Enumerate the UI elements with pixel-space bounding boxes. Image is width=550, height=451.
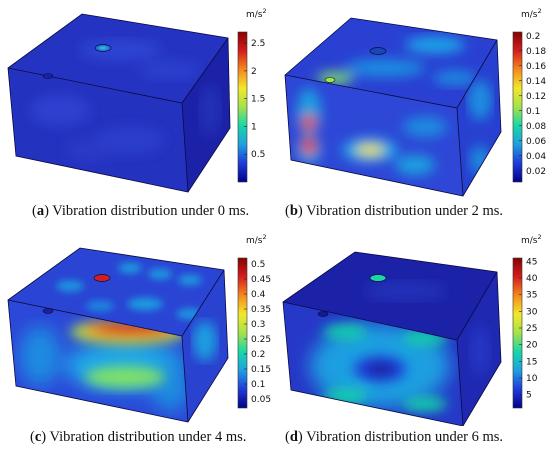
colorbar-tick-label: 0.2 (526, 32, 540, 42)
panel-a-top-port (94, 44, 112, 52)
panel-a-colorbar: m/s2 2.5 2 1.5 1 0.5 (237, 7, 267, 183)
colorbar-tick-label: 0.1 (251, 380, 265, 390)
colorbar-tick-label: 0.5 (251, 260, 265, 270)
panel-b: m/s2 0.2 0.18 0.16 0.14 0.12 0.1 0.08 0.06 0.04 0.… (275, 0, 550, 226)
colorbar-tick-label: 0.05 (251, 395, 271, 405)
colorbar-tick-label: 35 (526, 291, 537, 301)
colorbar-tick-label: 0.12 (526, 92, 546, 102)
colorbar-unit-label: m/s2 (246, 7, 267, 20)
panel-c-top-port (93, 274, 111, 282)
colorbar-gradient (512, 257, 523, 409)
panel-c: m/s2 0.5 0.45 0.4 0.35 0.3 0.25 0.2 0.15 0.1 0.05 … (0, 226, 275, 451)
panel-c-side-port (42, 308, 54, 314)
panel-b-caption: (b) Vibration distribution under 2 ms. (285, 203, 504, 219)
panel-d: m/s2 45 40 35 30 25 20 15 10 5 (d) Vibration dist… (275, 226, 550, 451)
colorbar-tick-label: 45 (526, 257, 537, 267)
panel-c-caption: (c) Vibration distribution under 4 ms. (30, 429, 247, 445)
panel-c-box (7, 247, 229, 423)
panel-d-top-port (369, 274, 387, 282)
colorbar-tick-label: 0.02 (526, 167, 546, 177)
panel-a: m/s2 2.5 2 1.5 1 0.5 (a) Vibration distributi… (0, 0, 275, 226)
panel-c-colorbar: m/s2 0.5 0.45 0.4 0.35 0.3 0.25 0.2 0.15 0.1 0.05 (237, 233, 271, 409)
colorbar-tick-label: 20 (526, 341, 538, 351)
panel-d-figure: m/s2 45 40 35 30 25 20 15 10 5 (282, 233, 542, 426)
panel-d-colorbar: m/s2 45 40 35 30 25 20 15 10 5 (512, 233, 542, 409)
colorbar-tick-label: 40 (526, 274, 538, 284)
colorbar-tick-label: 0.25 (251, 335, 271, 345)
colorbar-gradient (237, 31, 248, 183)
colorbar-tick-label: 0.16 (526, 62, 546, 72)
colorbar-tick-label: 0.08 (526, 122, 546, 132)
colorbar-tick-label: 0.06 (526, 137, 546, 147)
colorbar-unit-label: m/s2 (521, 7, 542, 20)
colorbar-tick-label: 0.18 (526, 47, 546, 57)
colorbar-tick-label: 10 (526, 374, 538, 384)
panel-d-caption: (d) Vibration distribution under 6 ms. (285, 429, 504, 445)
panel-a-figure: m/s2 2.5 2 1.5 1 0.5 (7, 7, 267, 193)
colorbar-tick-label: 30 (526, 307, 538, 317)
colorbar-tick-label: 15 (526, 357, 537, 367)
colorbar-tick-label: 2 (251, 67, 257, 77)
panel-b-box (284, 17, 502, 197)
panel-b-colorbar: m/s2 0.2 0.18 0.16 0.14 0.12 0.1 0.08 0.06 0.04 0.… (512, 7, 546, 183)
panel-b-figure: m/s2 0.2 0.18 0.16 0.14 0.12 0.1 0.08 0.06 0.04 0.… (284, 7, 546, 197)
colorbar-tick-label: 0.15 (251, 365, 271, 375)
colorbar-tick-label: 1 (251, 122, 257, 132)
colorbar-tick-label: 25 (526, 324, 537, 334)
panel-c-figure: m/s2 0.5 0.45 0.4 0.35 0.3 0.25 0.2 0.15 0.1 0.05 (7, 233, 271, 423)
colorbar-unit-label: m/s2 (246, 233, 267, 246)
panel-b-top-port (369, 47, 387, 55)
colorbar-tick-label: 0.5 (251, 150, 265, 160)
colorbar-tick-label: 0.45 (251, 275, 271, 285)
colorbar-tick-label: 2.5 (251, 39, 265, 49)
colorbar-tick-label: 1.5 (251, 95, 265, 105)
colorbar-tick-label: 0.3 (251, 320, 265, 330)
colorbar-tick-label: 5 (526, 391, 532, 401)
colorbar-gradient (512, 31, 523, 183)
colorbar-tick-label: 0.35 (251, 305, 271, 315)
colorbar-gradient (237, 257, 248, 409)
colorbar-tick-label: 0.14 (526, 77, 546, 87)
colorbar-tick-label: 0.4 (251, 290, 266, 300)
panel-a-caption: (a) Vibration distribution under 0 ms. (32, 203, 250, 219)
colorbar-unit-label: m/s2 (521, 233, 542, 246)
panel-d-side-port (317, 311, 329, 317)
panel-a-box (7, 13, 231, 193)
colorbar-tick-label: 0.2 (251, 350, 265, 360)
panel-d-box (282, 251, 502, 426)
colorbar-tick-label: 0.1 (526, 107, 540, 117)
colorbar-tick-label: 0.04 (526, 152, 546, 162)
panel-b-side-port (324, 77, 336, 83)
panel-a-side-port (42, 73, 54, 79)
